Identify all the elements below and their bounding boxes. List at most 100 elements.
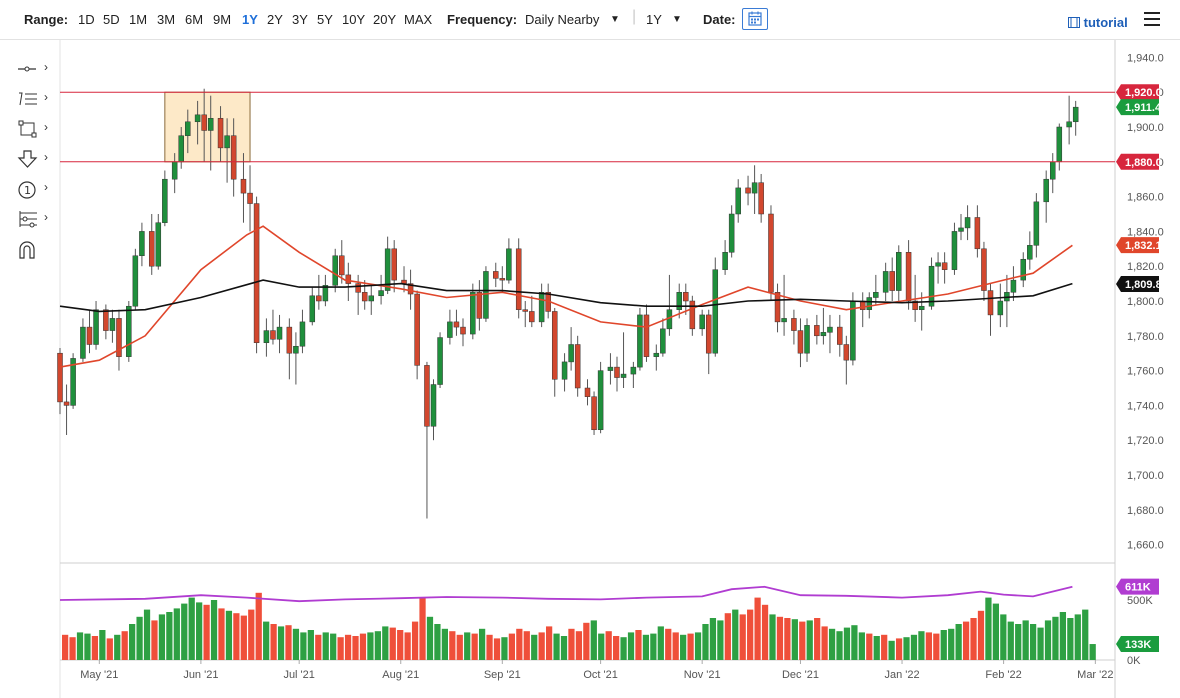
price-tag <box>1116 99 1159 116</box>
price-tag-text: 1,809.8 <box>1125 279 1162 291</box>
volume-bar <box>225 610 233 660</box>
range-2y[interactable]: 2Y <box>267 12 283 27</box>
number-marker-tool[interactable]: 1 › <box>14 178 56 200</box>
range-5d[interactable]: 5D <box>103 12 120 27</box>
volume-bar <box>650 633 657 660</box>
level-tag <box>1116 84 1159 101</box>
candle <box>515 248 522 310</box>
period-select[interactable]: 1Y <box>646 12 662 27</box>
candle <box>797 330 804 354</box>
volume-bar <box>188 597 195 660</box>
candle <box>905 252 912 302</box>
volume-bar <box>895 638 903 660</box>
ma-fast-line <box>59 225 1073 368</box>
volume-bar <box>76 632 84 660</box>
date-label: Date: <box>703 12 736 27</box>
rectangle-tool[interactable]: › <box>14 118 56 140</box>
range-20y[interactable]: 20Y <box>373 12 397 27</box>
candle <box>896 252 902 291</box>
date-picker-button[interactable] <box>742 8 768 30</box>
candle <box>958 227 964 232</box>
candle <box>339 255 345 276</box>
crosshair-icon <box>18 66 36 72</box>
volume-bar <box>970 618 977 660</box>
volume-bar <box>1052 616 1059 660</box>
candle <box>453 321 460 328</box>
candle <box>728 213 735 253</box>
range-max[interactable]: MAX <box>404 12 433 27</box>
volume-bar <box>955 624 962 660</box>
candle <box>643 314 650 357</box>
volume-bar <box>91 636 99 660</box>
volume-bar <box>1059 612 1067 660</box>
range-1d[interactable]: 1D <box>78 12 95 27</box>
volume-bar <box>478 628 486 660</box>
candle <box>148 231 155 267</box>
candle <box>689 300 696 330</box>
hamburger-menu-icon[interactable] <box>1144 12 1160 26</box>
volume-bar <box>449 631 456 660</box>
volume-bar <box>590 620 597 660</box>
candle <box>538 292 545 323</box>
volume-average-line <box>59 585 1073 603</box>
candle <box>997 300 1004 316</box>
volume-bar <box>724 613 731 660</box>
range-1y[interactable]: 1Y <box>242 12 258 27</box>
volume-bar <box>486 634 493 660</box>
volume-bar <box>181 603 188 660</box>
volume-bar <box>948 628 955 660</box>
candle <box>597 370 604 431</box>
range-3m[interactable]: 3M <box>157 12 176 27</box>
volume-bar <box>121 631 128 660</box>
candle <box>116 318 122 357</box>
volume-bar <box>776 616 784 660</box>
magnet-tool[interactable] <box>14 238 56 260</box>
arrow-down-tool[interactable]: › <box>14 148 56 170</box>
chevron-down-icon[interactable]: ▼ <box>610 14 620 25</box>
y-tick-label: 1,820.0 <box>1127 261 1164 273</box>
range-3y[interactable]: 3Y <box>292 12 308 27</box>
tutorial-link[interactable]: tutorial <box>1068 15 1128 30</box>
fibonacci-tool[interactable]: › <box>14 208 56 230</box>
volume-bar <box>940 630 947 660</box>
candle <box>873 292 879 298</box>
volume-bar <box>374 631 381 660</box>
volume-bar <box>583 622 590 660</box>
frequency-select[interactable]: Daily Nearby <box>525 12 600 27</box>
candle <box>332 255 338 286</box>
volume-bar <box>791 619 798 660</box>
y-tick-label: 1,660.0 <box>1127 540 1164 552</box>
price-chart[interactable]: 1,940.0 1,920.0 1,900.0 1,880.0 1,860.0 1,840… <box>0 40 1180 698</box>
candle <box>827 326 833 333</box>
candle <box>637 314 643 368</box>
range-5y[interactable]: 5Y <box>317 12 333 27</box>
volume-bar <box>166 612 173 660</box>
candle <box>614 366 620 378</box>
volume-bar <box>158 614 166 660</box>
candle <box>391 248 397 281</box>
volume-bar <box>672 632 679 660</box>
range-6m[interactable]: 6M <box>185 12 204 27</box>
candle <box>1049 161 1056 180</box>
volume-bar <box>657 626 664 660</box>
candle <box>837 326 843 345</box>
range-10y[interactable]: 10Y <box>342 12 366 27</box>
text-list-tool[interactable]: › <box>14 88 56 110</box>
crosshair-tool[interactable]: › <box>14 58 56 80</box>
range-1m[interactable]: 1M <box>129 12 148 27</box>
volume-bar <box>196 602 203 660</box>
candle <box>230 135 237 180</box>
chevron-right-icon: › <box>44 60 48 74</box>
volume-tick-label: 500K <box>1127 595 1153 607</box>
candle <box>470 292 476 335</box>
x-tick-label: Dec '21 <box>782 669 819 681</box>
volume-bar <box>709 618 717 660</box>
range-9m[interactable]: 9M <box>213 12 232 27</box>
volume-bar <box>404 632 411 660</box>
chevron-down-icon[interactable]: ▼ <box>672 14 682 25</box>
volume-bar <box>419 597 426 660</box>
list-icon <box>19 92 37 106</box>
candle <box>591 396 597 431</box>
chevron-right-icon: › <box>44 180 48 194</box>
candle <box>299 321 306 347</box>
